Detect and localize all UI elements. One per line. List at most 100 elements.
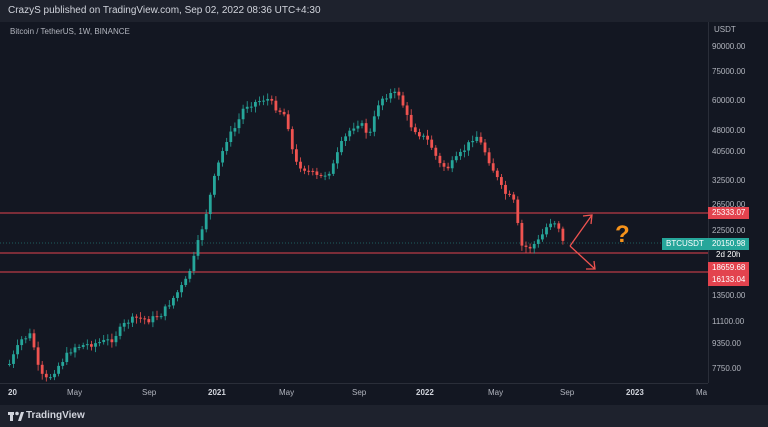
candle-body [377,105,380,117]
candle-body [352,128,356,131]
candle-body [172,297,175,306]
up-arrow[interactable] [569,214,593,247]
tradingview-logo-icon[interactable] [8,410,24,422]
candle-body [61,362,65,366]
candle-body [237,119,241,129]
candle-body [176,292,179,298]
candle-body [426,135,429,140]
candle-body [266,98,270,101]
candle-body [405,105,409,115]
candle-body [360,123,364,126]
candle-body [131,316,134,323]
candle-body [340,141,343,153]
time-axis[interactable] [0,383,708,406]
time-tick: Sep [352,388,367,397]
candle-body [24,338,28,340]
candle-body [303,168,306,171]
candle-body [422,135,425,137]
candle-body [143,318,147,320]
price-tick: 60000.00 [712,96,746,105]
candle-body [323,175,327,177]
candle-body [167,305,171,307]
candle-body [372,116,376,132]
candle-body [528,246,532,249]
candle-body [385,98,388,100]
time-tick: 2021 [208,388,226,397]
time-tick: May [488,388,504,397]
question-mark-annotation[interactable]: ? [615,221,630,248]
candle-body [430,139,434,148]
candle-body [450,160,454,169]
candle-body [344,136,347,142]
candle-body [409,114,413,128]
candle-body [364,123,368,133]
candle-body [508,193,511,195]
candle-body [331,163,335,174]
candle-body [49,377,52,379]
candle-body [459,151,462,157]
candle-body [118,326,122,336]
candle-body [53,373,56,378]
candle-body [249,106,253,108]
candle-body [418,132,421,137]
candle-body [532,243,536,249]
footer [0,405,768,427]
level-badge-18659[interactable]: 18659.68 [708,262,750,274]
candle-body [32,333,36,348]
candle-body [254,101,257,107]
candle-body [475,136,479,142]
candle-body [446,166,450,169]
candle-body [327,173,331,176]
price-tick: 11100.00 [712,317,745,326]
candle-body [57,365,60,374]
candle-body [278,110,282,112]
candle-body [336,152,339,164]
candle-body [139,317,142,319]
candle-body [85,344,89,346]
candle-body [110,339,114,343]
candle-body [12,354,15,364]
candle-body [561,228,565,241]
candle-body [290,129,294,150]
candle-body [348,130,352,137]
candle-body [487,152,491,164]
candle-body [536,239,540,244]
candle-body [16,345,19,355]
time-tick: May [279,388,295,397]
candle-body [147,319,151,323]
symbol-tag: BTCUSDT [662,238,708,250]
candle-body [504,184,507,194]
chart-area[interactable] [0,22,708,383]
candle-body [106,339,110,341]
candle-body [213,175,216,195]
candle-body [36,347,40,365]
tradingview-brand[interactable]: TradingView [26,410,85,421]
candle-body [463,150,466,152]
candle-body [282,111,286,115]
candle-body [286,114,290,130]
candle-body [315,171,319,175]
candle-body [159,316,163,318]
price-tick: 48000.00 [712,126,746,135]
price-axis[interactable] [708,22,768,383]
level-badge-16133[interactable]: 16133.04 [708,274,750,286]
price-tick: 22500.00 [712,226,746,235]
level-badge-25333[interactable]: 25333.07 [708,207,750,219]
candle-body [520,222,524,246]
price-tick: 40500.00 [712,147,746,156]
candle-body [389,93,393,99]
candle-body [434,147,438,156]
down-arrow[interactable] [569,245,596,270]
candle-body [516,199,520,223]
candle-body [126,322,130,324]
candle-body [155,316,159,318]
candle-body [241,108,245,120]
candlestick-chart[interactable] [0,22,708,383]
candle-body [122,322,126,327]
candle-body [188,271,192,279]
time-tick: 2022 [416,388,434,397]
publish-info: CrazyS published on TradingView.com, Sep… [8,5,321,16]
candle-body [295,149,298,162]
time-tick: Sep [560,388,575,397]
